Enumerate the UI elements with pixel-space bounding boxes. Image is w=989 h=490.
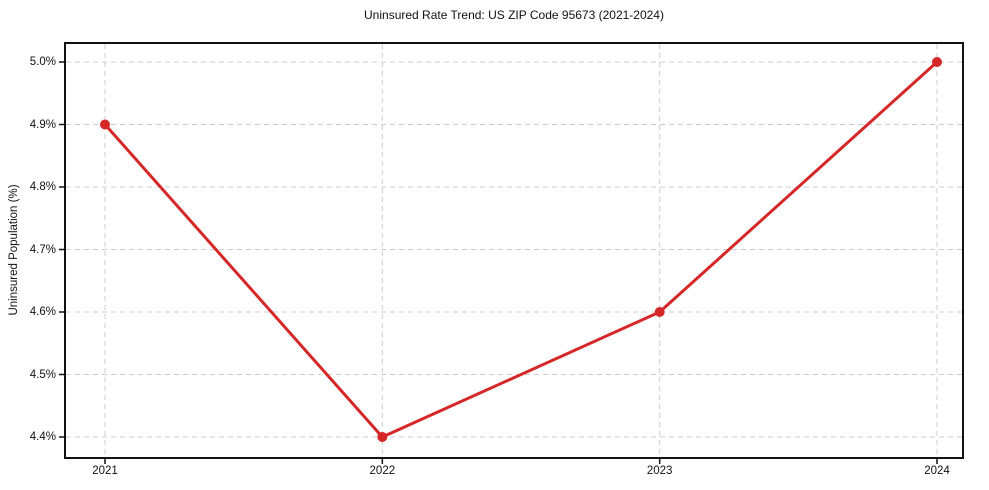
- y-tick-label: 4.8%: [29, 181, 56, 193]
- x-tick-label: 2023: [646, 465, 673, 477]
- data-point-marker: [654, 307, 665, 317]
- data-point-marker: [932, 57, 942, 67]
- x-tick-label: 2021: [92, 465, 118, 477]
- x-tick-label: 2024: [924, 465, 950, 477]
- y-tick-label: 4.9%: [29, 118, 56, 131]
- y-tick-label: 4.5%: [29, 368, 56, 381]
- y-tick-label: 4.7%: [29, 243, 56, 256]
- chart-title: Uninsured Rate Trend: US ZIP Code 95673 …: [364, 8, 664, 22]
- trend-line: [103, 60, 939, 439]
- y-tick-label: 4.4%: [29, 431, 56, 443]
- plot-border: [64, 42, 964, 459]
- y-tick-label: 4.6%: [29, 306, 56, 318]
- x-tick-label: 2022: [369, 465, 396, 477]
- y-tick-label: 5.0%: [29, 56, 56, 68]
- data-point-marker: [100, 119, 110, 130]
- data-point-marker: [377, 432, 388, 442]
